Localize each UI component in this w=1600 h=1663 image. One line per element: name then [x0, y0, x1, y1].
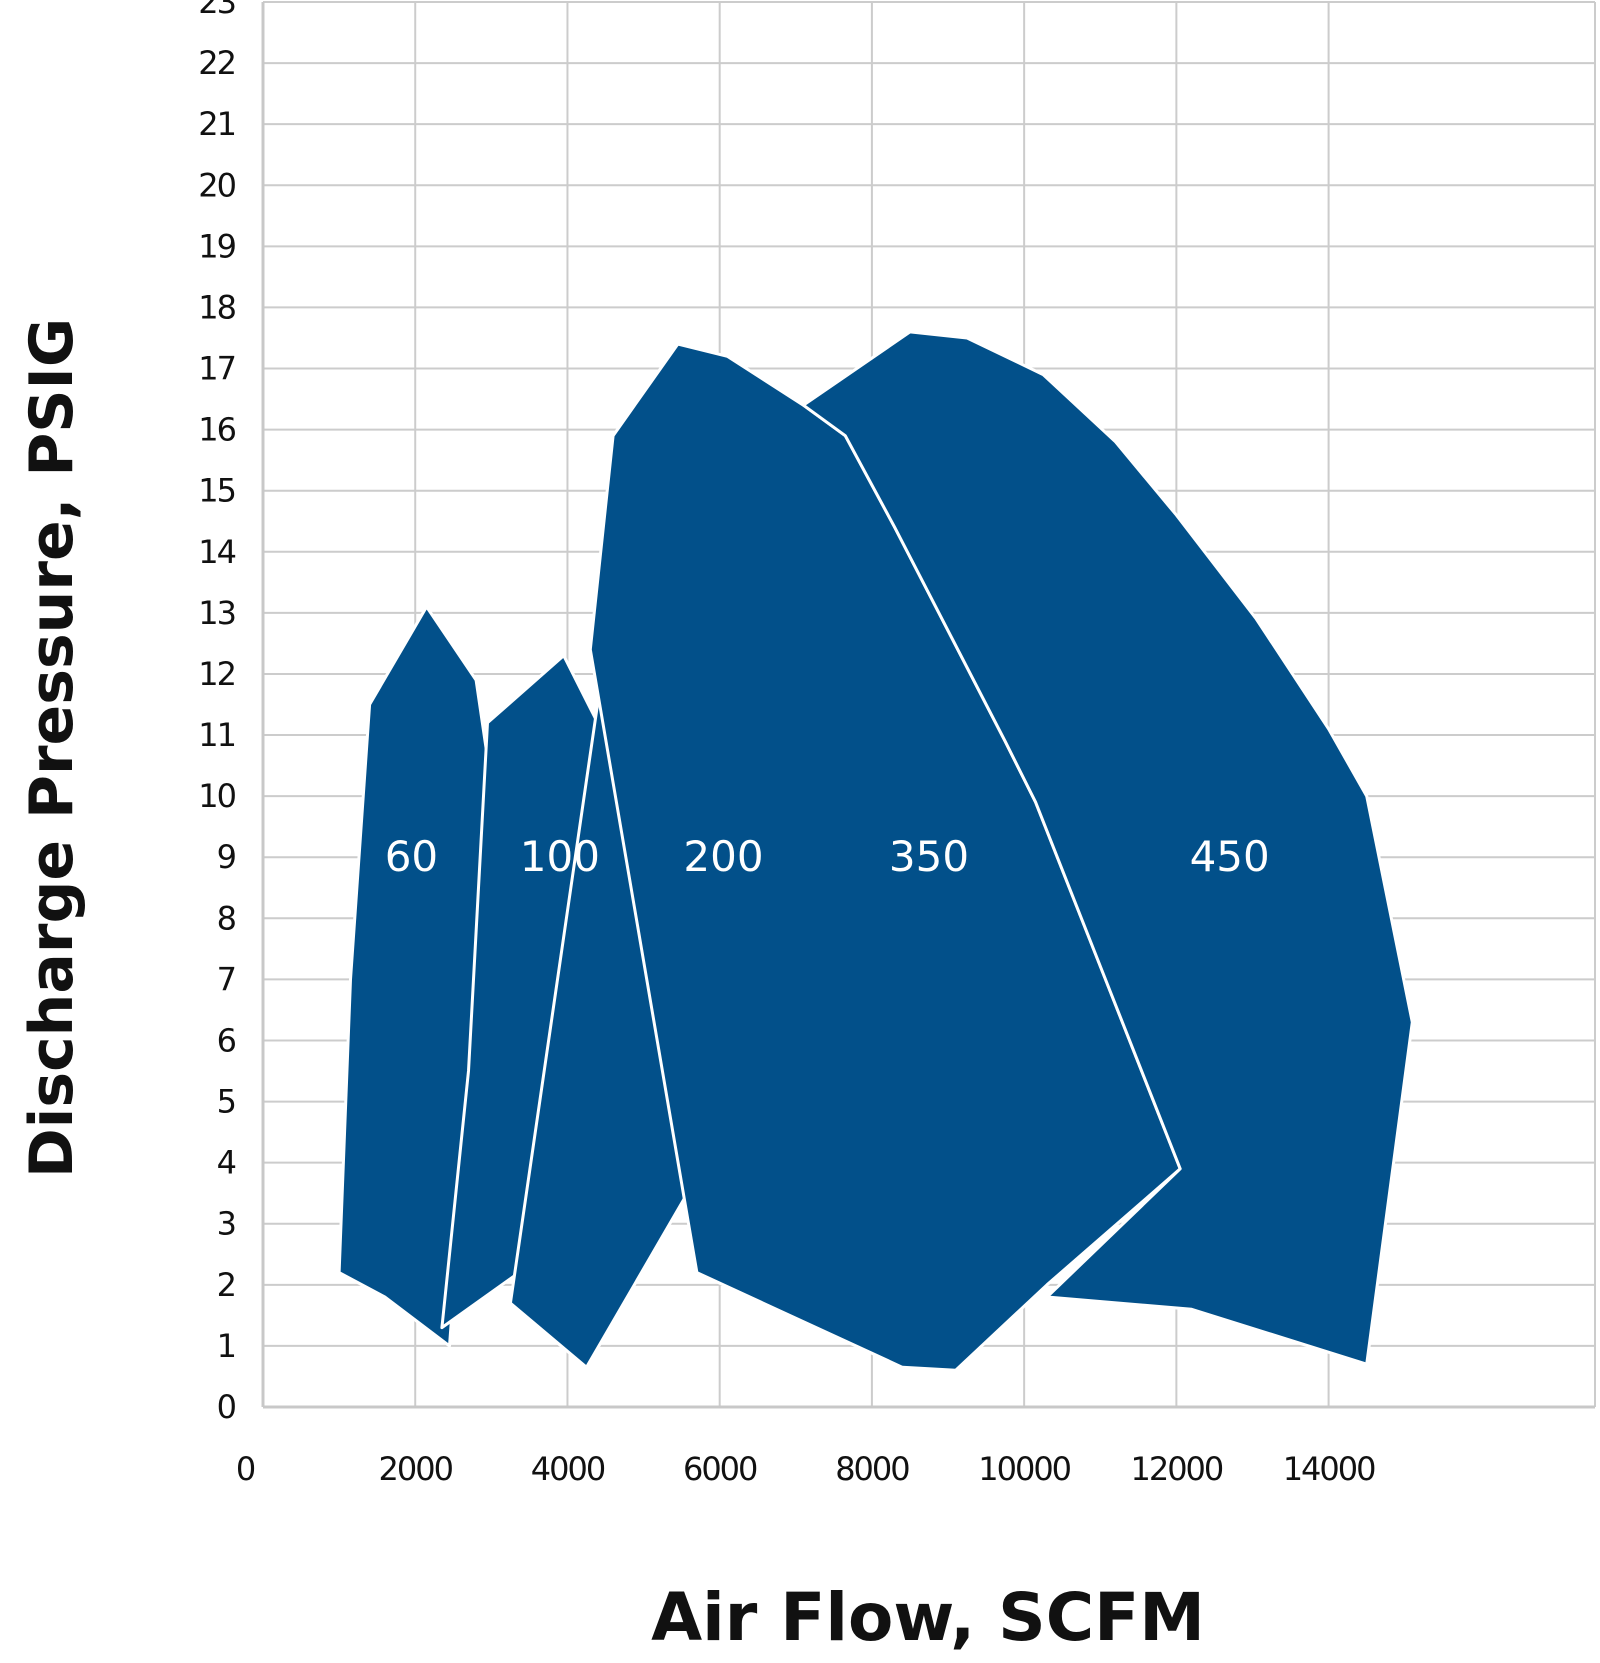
- region-label-100: 100: [520, 832, 600, 881]
- region-label-450: 450: [1190, 832, 1270, 881]
- y-tick-label: 2: [217, 1266, 235, 1304]
- y-tick-label: 22: [198, 44, 235, 82]
- x-tick-label: 8000: [835, 1450, 909, 1488]
- region-label-200: 200: [683, 832, 763, 881]
- region-60: [337, 605, 493, 1348]
- y-tick-label: 3: [217, 1205, 235, 1243]
- y-tick-label: 13: [198, 594, 235, 632]
- regions: [337, 330, 1414, 1372]
- x-tick-label: 0: [236, 1450, 255, 1488]
- y-tick-label: 16: [198, 411, 235, 449]
- y-axis-title: Discharge Pressure, PSIG: [17, 318, 87, 1178]
- y-tick-label: 23: [198, 0, 235, 21]
- x-axis-title: Air Flow, SCFM: [651, 1579, 1205, 1656]
- axes: [261, 2, 1595, 1409]
- y-tick-label: 15: [198, 472, 235, 510]
- y-tick-label: 10: [198, 777, 235, 815]
- y-tick-label: 6: [217, 1021, 236, 1059]
- y-tick-label: 18: [198, 288, 235, 326]
- y-tick-label: 9: [217, 838, 236, 876]
- y-tick-label: 7: [217, 960, 235, 998]
- x-tick-label: 2000: [379, 1450, 453, 1488]
- region-450: [801, 330, 1414, 1366]
- y-tick-label: 17: [198, 350, 235, 388]
- region-labels: 60 100 200 350 450: [385, 832, 1270, 881]
- x-tick-label: 12000: [1130, 1450, 1222, 1488]
- y-tick-label: 21: [198, 105, 235, 143]
- y-tick-label: 19: [198, 227, 235, 265]
- y-tick-label: 0: [217, 1388, 236, 1426]
- region-label-350: 350: [889, 832, 969, 881]
- y-tick-label: 4: [217, 1144, 236, 1182]
- y-tick-label: 1: [217, 1327, 235, 1365]
- y-tick-label: 20: [198, 166, 235, 204]
- x-tick-label: 6000: [683, 1450, 757, 1488]
- y-tick-label: 8: [217, 899, 236, 937]
- x-tick-label: 14000: [1283, 1450, 1375, 1488]
- y-tick-label: 12: [198, 655, 235, 693]
- x-tick-labels: 0 2000 4000 6000 8000 10000 12000 14000: [236, 1450, 1377, 1488]
- y-tick-label: 14: [198, 533, 235, 571]
- y-tick-label: 11: [198, 716, 235, 754]
- y-tick-label: 5: [217, 1083, 235, 1121]
- x-tick-label: 4000: [531, 1450, 605, 1488]
- region-label-60: 60: [385, 832, 438, 881]
- x-tick-label: 10000: [978, 1450, 1070, 1488]
